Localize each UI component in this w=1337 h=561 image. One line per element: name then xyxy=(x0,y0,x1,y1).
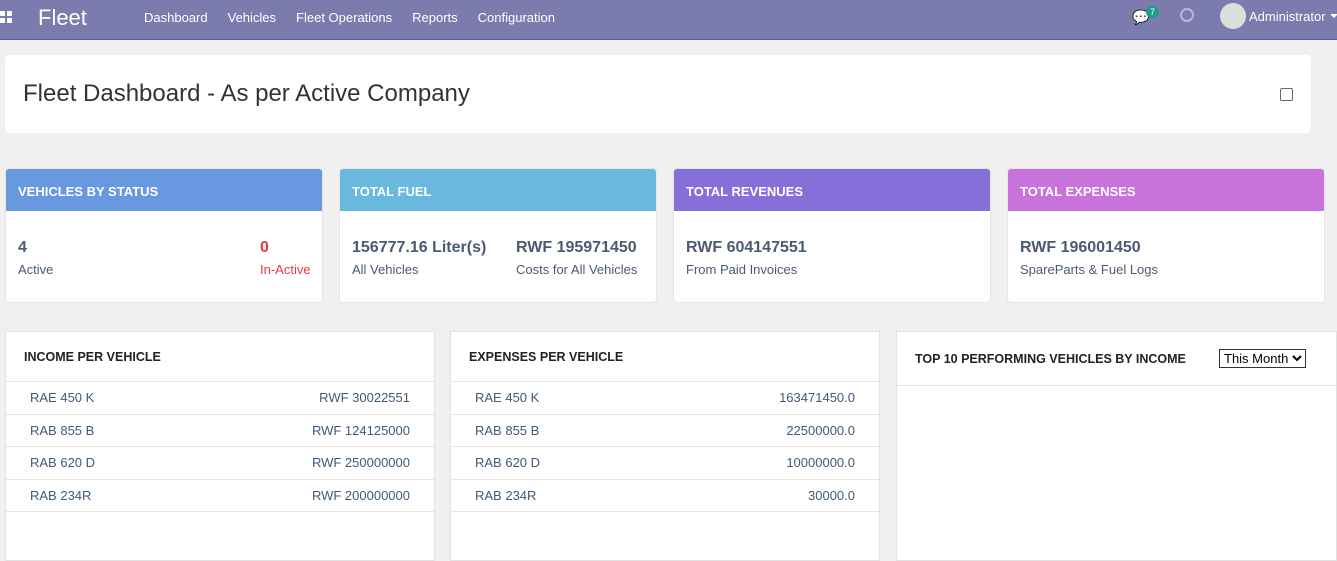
vehicles-by-status-card: VEHICLES BY STATUS 4 Active 0 In-Active xyxy=(5,168,323,303)
amount: RWF 250000000 xyxy=(311,455,410,471)
card-title: TOTAL REVENUES xyxy=(674,169,990,211)
panel-title: EXPENSES PER VEHICLE xyxy=(451,332,879,382)
fuel-liters: 156777.16 Liter(s) xyxy=(352,239,487,256)
top10-vehicles-panel: TOP 10 PERFORMING VEHICLES BY INCOME Thi… xyxy=(896,331,1337,561)
page-title: Fleet Dashboard - As per Active Company xyxy=(23,80,470,107)
chevron-down-icon[interactable] xyxy=(1330,14,1337,18)
avatar[interactable] xyxy=(1220,3,1246,29)
menu-configuration[interactable]: Configuration xyxy=(477,10,555,25)
panel-title: INCOME PER VEHICLE xyxy=(6,332,434,382)
fuel-cost-label: Costs for All Vehicles xyxy=(516,262,638,277)
expenses-value: RWF 196001450 xyxy=(1020,239,1141,256)
amount: 163471450.0 xyxy=(779,390,855,406)
activity-clock-icon[interactable] xyxy=(1180,8,1194,22)
table-row[interactable]: RAE 450 K 163471450.0 xyxy=(451,382,879,415)
scrollbar[interactable] xyxy=(1327,40,1337,160)
active-count: 4 xyxy=(18,239,27,256)
page-header: Fleet Dashboard - As per Active Company xyxy=(5,55,1311,133)
amount: RWF 124125000 xyxy=(311,422,410,438)
amount: 22500000.0 xyxy=(786,422,855,438)
vehicle-plate[interactable]: RAE 450 K xyxy=(475,390,540,406)
amount: 10000000.0 xyxy=(786,455,855,471)
menu-vehicles[interactable]: Vehicles xyxy=(227,10,277,25)
revenues-value: RWF 604147551 xyxy=(686,239,807,256)
fuel-cost: RWF 195971450 xyxy=(516,239,637,256)
period-select[interactable]: This Month xyxy=(1219,349,1306,368)
inactive-count: 0 xyxy=(260,239,269,256)
table-row[interactable]: RAB 234R 30000.0 xyxy=(451,480,879,512)
table-row[interactable]: RAB 855 B RWF 124125000 xyxy=(6,415,434,447)
table-row[interactable]: RAB 855 B 22500000.0 xyxy=(451,415,879,447)
message-count-badge: 7 xyxy=(1146,6,1160,18)
table-row[interactable]: RAB 620 D RWF 250000000 xyxy=(6,447,434,480)
fuel-liters-label: All Vehicles xyxy=(352,262,419,277)
top-navbar: Fleet Dashboard Vehicles Fleet Operation… xyxy=(0,0,1337,40)
total-expenses-card: TOTAL EXPENSES RWF 196001450 SpareParts … xyxy=(1007,168,1325,303)
active-label: Active xyxy=(18,262,54,277)
app-brand: Fleet xyxy=(38,5,87,30)
card-title: TOTAL FUEL xyxy=(340,169,656,211)
vehicle-plate[interactable]: RAB 620 D xyxy=(30,455,96,471)
expenses-label: SpareParts & Fuel Logs xyxy=(1020,262,1159,277)
vehicle-plate[interactable]: RAB 620 D xyxy=(475,455,541,471)
apps-menu-icon[interactable] xyxy=(0,11,12,23)
vehicle-plate[interactable]: RAE 450 K xyxy=(30,390,95,406)
amount: RWF 200000000 xyxy=(311,487,410,503)
card-title: TOTAL EXPENSES xyxy=(1008,169,1324,211)
vehicle-plate[interactable]: RAB 234R xyxy=(475,487,537,503)
checkbox[interactable] xyxy=(1280,88,1293,101)
vehicle-plate[interactable]: RAB 855 B xyxy=(30,422,95,438)
total-revenues-card: TOTAL REVENUES RWF 604147551 From Paid I… xyxy=(673,168,991,303)
inactive-label: In-Active xyxy=(260,262,311,277)
income-per-vehicle-panel: INCOME PER VEHICLE RAE 450 K RWF 30022551… xyxy=(5,331,435,561)
table-row[interactable]: RAB 620 D 10000000.0 xyxy=(451,447,879,480)
menu-reports[interactable]: Reports xyxy=(412,10,458,25)
amount: RWF 30022551 xyxy=(319,390,410,406)
vehicle-plate[interactable]: RAB 855 B xyxy=(475,422,540,438)
expenses-per-vehicle-panel: EXPENSES PER VEHICLE RAE 450 K 163471450.… xyxy=(450,331,880,561)
table-row[interactable]: RAE 450 K RWF 30022551 xyxy=(6,382,434,415)
card-title: VEHICLES BY STATUS xyxy=(6,169,322,211)
menu-dashboard[interactable]: Dashboard xyxy=(144,10,208,25)
panel-title: TOP 10 PERFORMING VEHICLES BY INCOME xyxy=(897,332,1336,386)
amount: 30000.0 xyxy=(808,487,855,503)
revenues-label: From Paid Invoices xyxy=(686,262,798,277)
menu-fleet-operations[interactable]: Fleet Operations xyxy=(296,10,393,25)
user-menu[interactable]: Administrator xyxy=(1249,9,1326,24)
vehicle-plate[interactable]: RAB 234R xyxy=(30,487,92,503)
table-row[interactable]: RAB 234R RWF 200000000 xyxy=(6,480,434,512)
total-fuel-card: TOTAL FUEL 156777.16 Liter(s) All Vehicl… xyxy=(339,168,657,303)
chat-icon[interactable]: 💬 xyxy=(1132,9,1150,25)
